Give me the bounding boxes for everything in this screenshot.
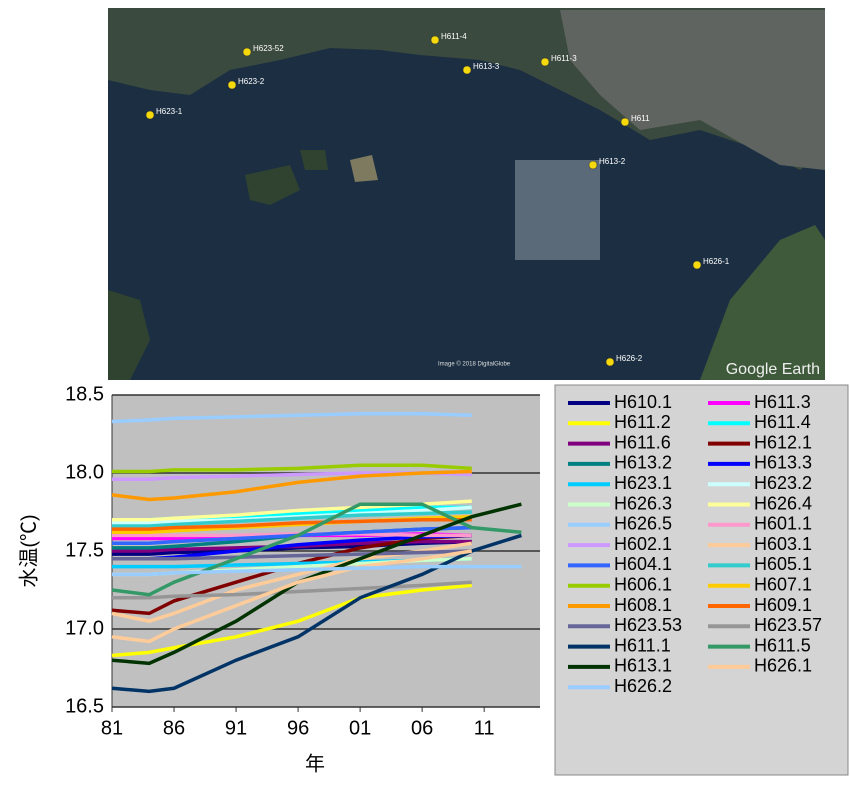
pin-label: H626-2 — [616, 354, 643, 363]
legend-label: H626.2 — [614, 676, 672, 696]
series-line — [112, 510, 472, 528]
series-line — [111, 502, 522, 597]
legend-label: H602.1 — [614, 534, 672, 554]
legend-label: H608.1 — [614, 595, 672, 615]
pin-label: H623-1 — [156, 107, 183, 116]
map-pin — [540, 57, 550, 67]
series-line — [112, 549, 472, 561]
pin-label: H611 — [631, 114, 650, 123]
y-tick-label: 17.5 — [65, 539, 104, 561]
pin-label: H623-52 — [253, 44, 284, 53]
island — [350, 155, 378, 182]
x-tick-label: 91 — [225, 717, 247, 739]
series-line — [111, 411, 472, 424]
legend-label: H611.3 — [754, 392, 811, 412]
legend-label: H612.1 — [754, 432, 812, 452]
legend-label: H603.1 — [754, 534, 812, 554]
legend-label: H610.1 — [614, 392, 672, 412]
map: Image © 2018 DigitalGlobe Google Earth — [108, 8, 825, 380]
x-tick-label: 81 — [101, 717, 123, 739]
map-pin — [605, 357, 615, 367]
legend-label: H611.6 — [614, 432, 671, 452]
series-line — [112, 525, 472, 545]
legend-label: H626.4 — [754, 493, 812, 513]
island — [300, 150, 328, 170]
x-axis-title: 年 — [305, 752, 325, 775]
series-line — [111, 583, 472, 658]
city — [560, 10, 825, 170]
pin-label: H611-3 — [551, 54, 577, 63]
island — [245, 165, 300, 205]
map-pin — [242, 47, 252, 57]
legend-label: H605.1 — [754, 554, 812, 574]
x-tick-label: 01 — [349, 717, 371, 739]
legend-label: H607.1 — [754, 574, 812, 594]
series-line — [111, 469, 472, 502]
legend-label: H609.1 — [754, 595, 812, 615]
legend-label: H613.1 — [614, 656, 672, 676]
map-pin — [692, 260, 702, 270]
legend-label: H623.57 — [754, 615, 822, 635]
legend-label: H623.53 — [614, 615, 682, 635]
legend-label: H611.1 — [614, 635, 671, 655]
imagery-credit: Image © 2018 DigitalGlobe — [438, 361, 511, 368]
series-line — [112, 532, 472, 538]
y-axis-title: 水温(℃) — [17, 514, 40, 587]
x-tick-label: 06 — [411, 717, 433, 739]
google-earth-logo: Google Earth — [726, 361, 820, 378]
map-pin — [620, 117, 630, 127]
legend-label: H611.4 — [754, 412, 811, 432]
pin-label: H611-4 — [441, 32, 467, 41]
map-pin — [227, 80, 237, 90]
series-line — [111, 533, 522, 694]
series-line — [111, 549, 473, 644]
legend-label: H606.1 — [614, 574, 672, 594]
land-west — [108, 290, 150, 380]
map-pin — [430, 35, 440, 45]
pin-label: H613-3 — [473, 62, 500, 71]
y-tick-label: 16.5 — [65, 695, 104, 717]
series-line — [112, 564, 522, 577]
legend-label: H601.1 — [754, 514, 812, 534]
pin-label: H613-2 — [599, 157, 626, 166]
legend-label: H611.5 — [754, 635, 811, 655]
legend-label: H604.1 — [614, 554, 672, 574]
legend-label: H611.2 — [614, 412, 671, 432]
map-pin — [588, 160, 598, 170]
series-line — [112, 463, 472, 474]
legend-label: H613.2 — [614, 453, 672, 473]
pin-label: H626-1 — [703, 257, 730, 266]
legend-label: H626.1 — [754, 656, 812, 676]
legend — [554, 384, 849, 776]
legend-label: H623.1 — [614, 473, 672, 493]
y-tick-label: 18.5 — [65, 383, 104, 405]
legend-label: H613.3 — [754, 453, 812, 473]
imagery-patch — [515, 160, 600, 260]
x-tick-label: 11 — [474, 717, 495, 739]
x-tick-label: 96 — [287, 717, 309, 739]
map-pin — [145, 110, 155, 120]
y-tick-label: 17.0 — [65, 617, 104, 639]
map-pin — [462, 65, 472, 75]
legend-label: H626.5 — [614, 514, 672, 534]
pin-label: H623-2 — [238, 77, 265, 86]
island-east — [700, 225, 825, 380]
x-tick-label: 86 — [163, 717, 185, 739]
legend-label: H623.2 — [754, 473, 812, 493]
y-tick-label: 18.0 — [65, 461, 104, 483]
series-line — [112, 518, 472, 531]
legend-label: H626.3 — [614, 493, 672, 513]
